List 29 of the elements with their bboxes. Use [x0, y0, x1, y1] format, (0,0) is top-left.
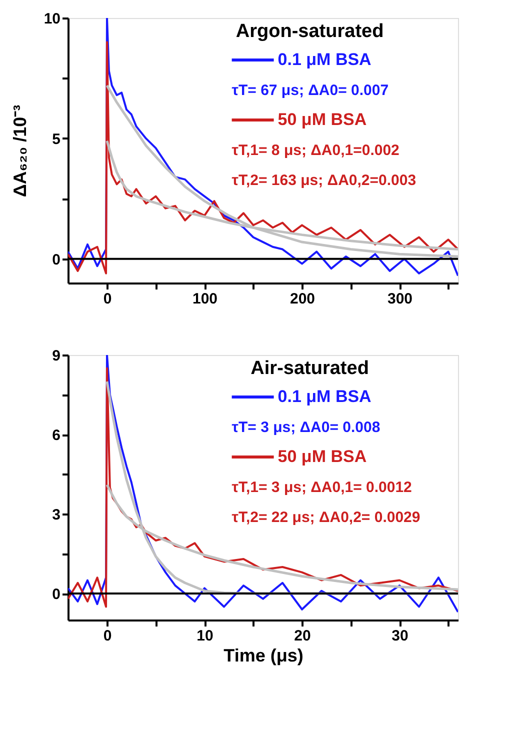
legend-label: 50 μM BSA	[278, 110, 367, 129]
legend-label: 0.1 μM BSA	[278, 387, 372, 406]
x-tick-label: 20	[294, 628, 311, 644]
annotation: τT= 3 μs; ΔA0= 0.008	[232, 419, 380, 436]
x-tick-label: 0	[103, 290, 112, 308]
annotation: τT,2= 22 μs; ΔA0,2= 0.0029	[232, 509, 420, 526]
y-tick-label: 10	[44, 10, 60, 28]
y-tick-label: 9	[52, 348, 60, 364]
legend-label: 50 μM BSA	[278, 447, 367, 466]
chart-title: Argon-saturated	[236, 21, 384, 42]
y-axis-title: ΔA₆₂₀ /10⁻³	[10, 104, 30, 198]
chart-title: Air-saturated	[250, 358, 369, 379]
x-tick-label: 30	[392, 628, 408, 644]
annotation: τT,1= 3 μs; ΔA0,1= 0.0012	[232, 479, 412, 496]
x-tick-label: 200	[290, 290, 316, 308]
y-tick-label: 3	[52, 506, 60, 524]
legend-label: 0.1 μM BSA	[278, 50, 372, 69]
x-tick-label: 10	[196, 628, 214, 644]
annotation: τT,2= 163 μs; ΔA0,2=0.003	[232, 172, 416, 189]
x-axis-title: Time (μs)	[224, 646, 304, 666]
y-tick-label: 6	[52, 427, 60, 444]
annotation: τT= 67 μs; ΔA0= 0.007	[232, 82, 389, 99]
annotation: τT,1= 8 μs; ΔA0,1=0.002	[232, 142, 400, 159]
y-tick-label: 0	[52, 586, 60, 603]
x-tick-label: 0	[103, 628, 112, 644]
y-tick-label: 0	[52, 251, 60, 268]
x-tick-label: 100	[192, 290, 218, 308]
y-tick-label: 5	[52, 130, 60, 148]
x-tick-label: 300	[387, 290, 413, 308]
